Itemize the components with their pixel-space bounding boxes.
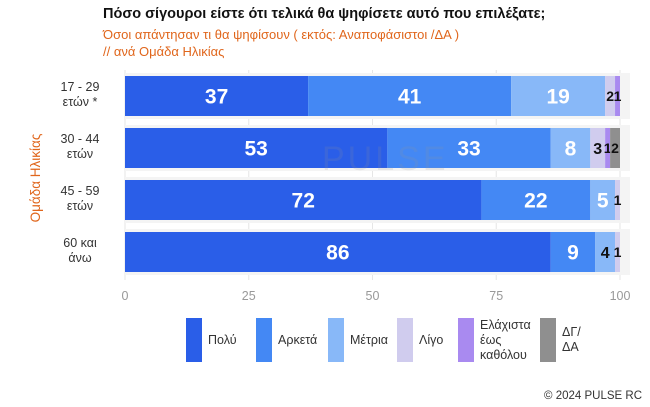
legend-label: Ελάχιστα έως καθόλου bbox=[480, 318, 531, 362]
bar-segment bbox=[481, 180, 591, 220]
category-label: 45 - 59 bbox=[61, 184, 100, 198]
x-tick-label: 25 bbox=[242, 289, 256, 303]
bar-segment bbox=[125, 128, 388, 168]
bar-segment bbox=[550, 128, 591, 168]
legend-label: Αρκετά bbox=[278, 333, 318, 347]
legend-label: Μέτρια bbox=[350, 333, 389, 347]
chart-subtitle-group: // ανά Ομάδα Ηλικίας bbox=[103, 44, 225, 59]
data-label: 72 bbox=[292, 190, 315, 213]
data-label: 2 bbox=[611, 140, 619, 156]
legend-item: ΔΓ/ ΔΑ bbox=[540, 318, 581, 362]
legend-label: Πολύ bbox=[208, 333, 237, 347]
bar-segment bbox=[615, 76, 620, 116]
legend-item: Πολύ bbox=[186, 318, 237, 362]
bar-segment bbox=[615, 232, 620, 272]
bar-segment bbox=[605, 128, 611, 168]
legend-swatch bbox=[256, 318, 272, 362]
watermark: PULSE bbox=[322, 140, 449, 178]
data-label: 3 bbox=[593, 141, 602, 158]
x-tick-label: 100 bbox=[610, 289, 631, 303]
data-label: 1 bbox=[614, 192, 622, 208]
data-label: 53 bbox=[244, 138, 267, 161]
data-label: 33 bbox=[457, 138, 480, 161]
category-label: 60 και bbox=[63, 236, 97, 250]
category-label: ετών * bbox=[63, 95, 98, 109]
x-tick-label: 50 bbox=[366, 289, 380, 303]
copyright-notice: © 2024 PULSE RC bbox=[544, 390, 642, 402]
bar-segment bbox=[605, 76, 616, 116]
data-label: 1 bbox=[614, 244, 622, 260]
data-label: 41 bbox=[398, 86, 422, 109]
legend-swatch bbox=[328, 318, 344, 362]
bar-segment bbox=[125, 232, 551, 272]
bar-segment bbox=[595, 232, 616, 272]
bar-segment bbox=[511, 76, 606, 116]
chart-title: Πόσο σίγουροι είστε ότι τελικά θα ψηφίσε… bbox=[103, 6, 546, 22]
bar-segment bbox=[610, 128, 620, 168]
data-label: 2 bbox=[606, 88, 614, 104]
data-label: 4 bbox=[601, 245, 610, 262]
x-tick-label: 0 bbox=[122, 289, 129, 303]
legend-item: Λίγο bbox=[397, 318, 443, 362]
y-axis-title: Ομάδα Ηλικίας bbox=[28, 133, 43, 222]
bar-segment bbox=[125, 180, 482, 220]
bar-segment bbox=[590, 180, 616, 220]
data-label: 22 bbox=[524, 190, 547, 213]
data-label: 5 bbox=[597, 190, 609, 213]
bar-segment bbox=[615, 180, 620, 220]
category-label: 30 - 44 bbox=[61, 132, 100, 146]
legend-label: ΔΓ/ ΔΑ bbox=[562, 325, 581, 354]
bar-segment bbox=[387, 128, 551, 168]
legend-item: Μέτρια bbox=[328, 318, 388, 362]
data-label: 8 bbox=[565, 138, 577, 161]
data-label: 9 bbox=[567, 242, 579, 265]
legend-swatch bbox=[186, 318, 202, 362]
bar-segment bbox=[550, 232, 596, 272]
legend-swatch bbox=[540, 318, 556, 362]
legend-item: Αρκετά bbox=[256, 318, 317, 362]
data-label: 37 bbox=[205, 86, 228, 109]
chart-subtitle: Όσοι απάντησαν τι θα ψηφίσουν ( εκτός: Α… bbox=[103, 27, 460, 42]
category-label: 17 - 29 bbox=[61, 80, 100, 94]
category-label: ετών bbox=[67, 199, 93, 213]
data-label: 1 bbox=[604, 140, 612, 156]
bar-segment bbox=[590, 128, 606, 168]
legend-swatch bbox=[397, 318, 413, 362]
data-label: 19 bbox=[546, 86, 569, 109]
bar-segment bbox=[308, 76, 512, 116]
legend-item: Ελάχιστα έως καθόλου bbox=[458, 318, 531, 363]
category-label: άνω bbox=[68, 251, 91, 265]
data-label: 1 bbox=[614, 88, 622, 104]
legend-label: Λίγο bbox=[419, 333, 444, 347]
legend-swatch bbox=[458, 318, 474, 362]
data-label: 86 bbox=[326, 242, 349, 265]
bar-segment bbox=[125, 76, 309, 116]
x-tick-label: 75 bbox=[489, 289, 503, 303]
category-label: ετών bbox=[67, 147, 93, 161]
